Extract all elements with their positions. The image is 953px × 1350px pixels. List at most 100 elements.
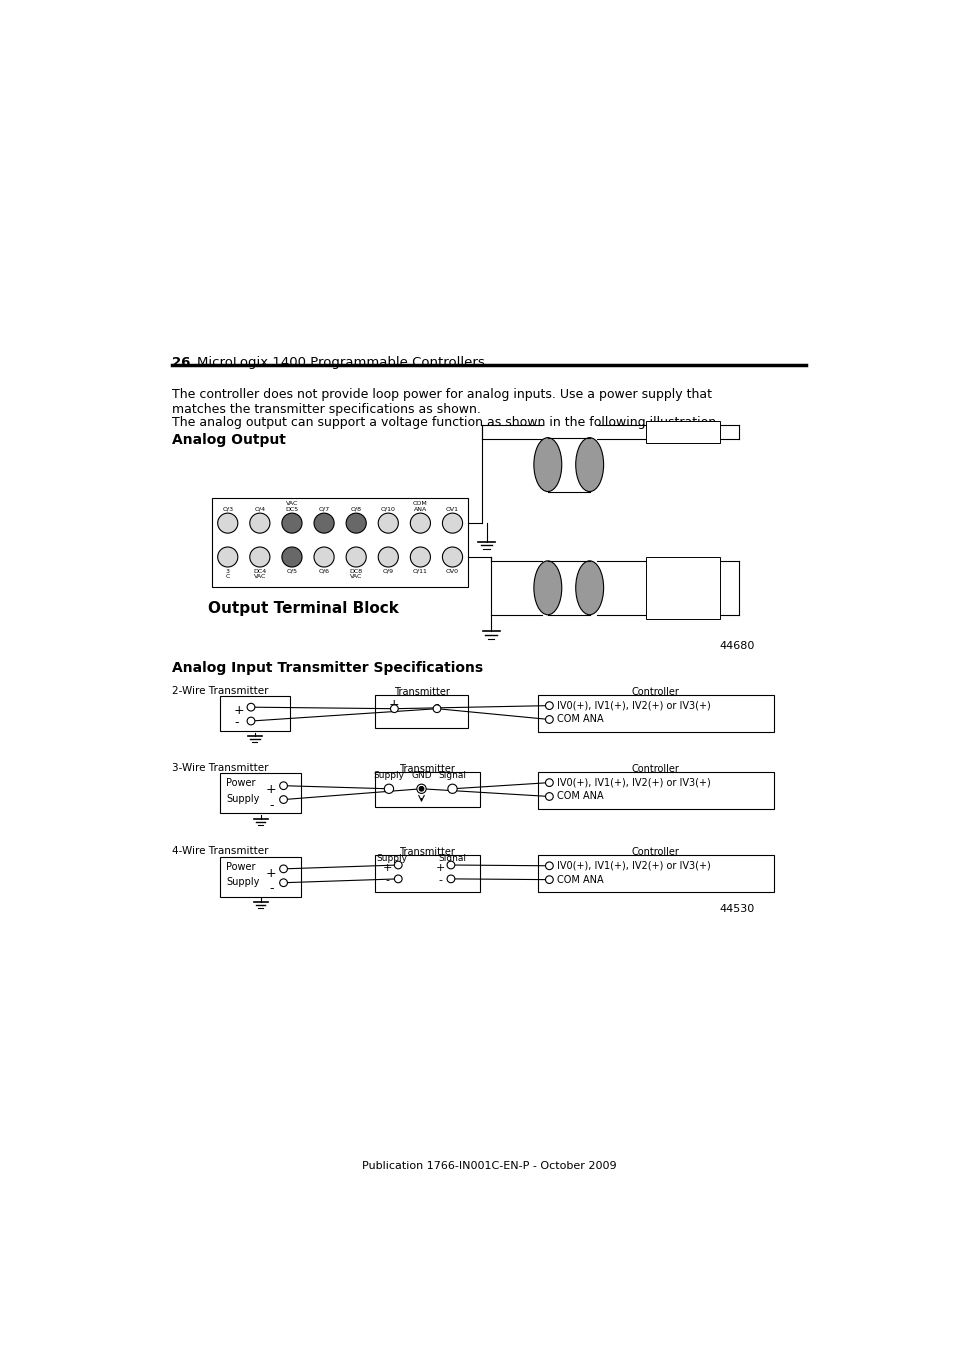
Bar bbox=[537, 855, 773, 892]
Bar bbox=[547, 560, 589, 614]
Text: Supply: Supply bbox=[226, 794, 259, 803]
Circle shape bbox=[217, 547, 237, 567]
Circle shape bbox=[281, 513, 302, 533]
Circle shape bbox=[384, 784, 394, 794]
Circle shape bbox=[545, 716, 553, 724]
Text: Controller: Controller bbox=[631, 764, 679, 774]
Bar bbox=[645, 421, 720, 443]
Text: The controller does not provide loop power for analog inputs. Use a power supply: The controller does not provide loop pow… bbox=[172, 389, 711, 416]
Text: 3
C: 3 C bbox=[225, 568, 230, 579]
Text: Transmitter: Transmitter bbox=[399, 848, 455, 857]
Text: Publication 1766-IN001C-EN-P - October 2009: Publication 1766-IN001C-EN-P - October 2… bbox=[361, 1161, 616, 1170]
Text: -: - bbox=[233, 717, 238, 729]
Circle shape bbox=[346, 547, 366, 567]
Text: -: - bbox=[435, 698, 438, 711]
Bar bbox=[220, 697, 290, 732]
Text: -: - bbox=[437, 875, 441, 886]
Text: Controller: Controller bbox=[631, 848, 679, 857]
Bar bbox=[220, 856, 301, 896]
Circle shape bbox=[545, 779, 553, 787]
Circle shape bbox=[314, 547, 334, 567]
Circle shape bbox=[377, 547, 398, 567]
Text: Supply: Supply bbox=[373, 771, 404, 780]
Text: 4-Wire Transmitter: 4-Wire Transmitter bbox=[172, 845, 268, 856]
Circle shape bbox=[279, 795, 287, 803]
Text: Analog Input Transmitter Specifications: Analog Input Transmitter Specifications bbox=[172, 662, 482, 675]
Text: Power: Power bbox=[226, 779, 255, 788]
Text: Voltage Load: Voltage Load bbox=[655, 428, 709, 437]
Circle shape bbox=[279, 865, 287, 872]
Circle shape bbox=[410, 513, 430, 533]
Text: IV0(+), IV1(+), IV2(+) or IV3(+): IV0(+), IV1(+), IV2(+) or IV3(+) bbox=[557, 861, 710, 871]
Circle shape bbox=[545, 792, 553, 801]
Text: Signal: Signal bbox=[438, 771, 466, 780]
Text: OV0: OV0 bbox=[446, 568, 458, 574]
Text: Supply: Supply bbox=[376, 855, 407, 863]
Text: -: - bbox=[385, 875, 389, 886]
Circle shape bbox=[217, 513, 237, 533]
Bar bbox=[547, 437, 589, 491]
Bar bbox=[537, 695, 773, 732]
Text: MicroLogix 1400 Programmable Controllers: MicroLogix 1400 Programmable Controllers bbox=[196, 356, 484, 369]
Bar bbox=[212, 498, 468, 587]
Text: GND: GND bbox=[411, 771, 432, 780]
Ellipse shape bbox=[575, 437, 603, 491]
Circle shape bbox=[394, 875, 402, 883]
Bar bbox=[375, 695, 468, 728]
Text: +: + bbox=[435, 863, 444, 872]
Circle shape bbox=[250, 513, 270, 533]
Text: O/8: O/8 bbox=[351, 506, 361, 512]
Text: Voltage Load: Voltage Load bbox=[655, 583, 709, 593]
Text: Transmitter: Transmitter bbox=[394, 687, 449, 697]
Text: The analog output can support a voltage function as shown in the following illus: The analog output can support a voltage … bbox=[172, 416, 720, 429]
Circle shape bbox=[247, 717, 254, 725]
Circle shape bbox=[314, 513, 334, 533]
Text: +: + bbox=[266, 867, 276, 880]
Text: -: - bbox=[269, 882, 274, 895]
Circle shape bbox=[281, 547, 302, 567]
Text: O/10: O/10 bbox=[380, 506, 395, 512]
Text: O/7: O/7 bbox=[318, 506, 330, 512]
Circle shape bbox=[377, 513, 398, 533]
Circle shape bbox=[390, 705, 397, 713]
Circle shape bbox=[410, 547, 430, 567]
Text: COM
ANA: COM ANA bbox=[413, 501, 427, 512]
Circle shape bbox=[346, 513, 366, 533]
Text: 2-Wire Transmitter: 2-Wire Transmitter bbox=[172, 686, 268, 695]
Text: +: + bbox=[389, 698, 399, 711]
Text: 3-Wire Transmitter: 3-Wire Transmitter bbox=[172, 763, 268, 772]
Circle shape bbox=[545, 876, 553, 883]
Ellipse shape bbox=[534, 437, 561, 491]
Text: Transmitter: Transmitter bbox=[399, 764, 455, 774]
Bar bbox=[220, 774, 301, 814]
Circle shape bbox=[447, 875, 455, 883]
Text: IV0(+), IV1(+), IV2(+) or IV3(+): IV0(+), IV1(+), IV2(+) or IV3(+) bbox=[557, 778, 710, 787]
Circle shape bbox=[247, 703, 254, 711]
Circle shape bbox=[394, 861, 402, 869]
Text: COM ANA: COM ANA bbox=[557, 791, 603, 802]
Text: O/11: O/11 bbox=[413, 568, 427, 574]
Circle shape bbox=[250, 547, 270, 567]
Circle shape bbox=[279, 879, 287, 887]
Text: +: + bbox=[266, 783, 276, 796]
Text: O/6: O/6 bbox=[318, 568, 329, 574]
Ellipse shape bbox=[534, 560, 561, 614]
Bar bbox=[645, 558, 720, 618]
Circle shape bbox=[447, 861, 455, 869]
Text: +: + bbox=[233, 705, 244, 717]
Text: O/4: O/4 bbox=[254, 506, 265, 512]
Text: O/9: O/9 bbox=[382, 568, 394, 574]
Text: -: - bbox=[269, 799, 274, 811]
Circle shape bbox=[545, 702, 553, 710]
Text: VAC
DC5: VAC DC5 bbox=[285, 501, 298, 512]
Text: Controller: Controller bbox=[631, 687, 679, 697]
Bar bbox=[375, 772, 479, 807]
Circle shape bbox=[416, 784, 426, 794]
Text: Output Terminal Block: Output Terminal Block bbox=[208, 601, 399, 616]
Circle shape bbox=[279, 782, 287, 790]
Text: Power: Power bbox=[226, 861, 255, 872]
Circle shape bbox=[433, 705, 440, 713]
Text: IV0(+), IV1(+), IV2(+) or IV3(+): IV0(+), IV1(+), IV2(+) or IV3(+) bbox=[557, 701, 710, 710]
Text: 44530: 44530 bbox=[719, 903, 754, 914]
Circle shape bbox=[447, 784, 456, 794]
